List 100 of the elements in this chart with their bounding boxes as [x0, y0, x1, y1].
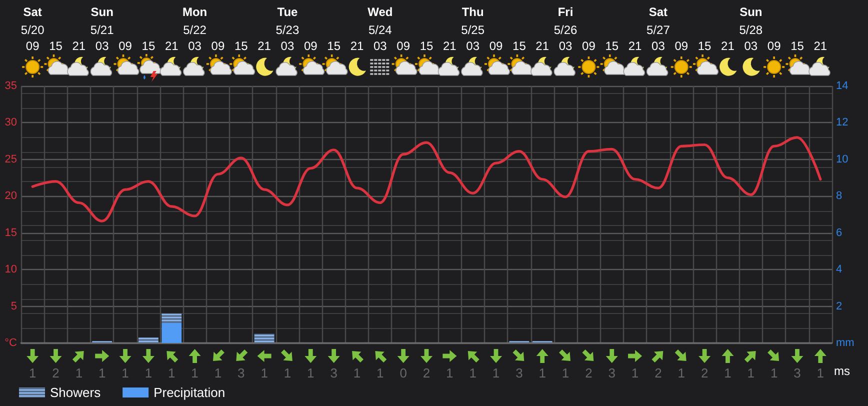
y-tick-label: 20 [4, 190, 17, 202]
x-tick-label: 09 [674, 39, 688, 53]
x-tick-label: 09 [582, 39, 596, 53]
text: 5/24 [368, 23, 392, 37]
text: Sat [648, 5, 668, 19]
text: Sun [90, 5, 114, 19]
data-label: 2 [700, 366, 708, 380]
x-tick-label: 21 [442, 39, 457, 53]
data-label: 0 [400, 366, 407, 380]
text: Fri [558, 5, 574, 19]
y-tick-label: 15 [4, 226, 17, 239]
x-tick-label: 09 [211, 39, 225, 53]
data-label: 1 [98, 366, 106, 380]
data-label: 1 [75, 366, 83, 380]
data-label: 2 [585, 366, 592, 380]
data-label: 2 [654, 366, 662, 380]
x-tick-label: 21 [258, 39, 272, 53]
y2-tick-label: 8 [836, 190, 842, 202]
data-label: 1 [214, 366, 222, 380]
x-tick-label: 03 [95, 39, 110, 53]
x-tick-label: 21 [72, 39, 86, 53]
text: Tue [277, 5, 298, 19]
line-series [31, 136, 822, 222]
x-tick-label: 21 [536, 39, 550, 53]
x-tick-label: 03 [744, 39, 758, 53]
data-label: 3 [516, 366, 523, 380]
x-tick-label: 09 [304, 39, 318, 53]
y2-tick-label: 14 [836, 80, 848, 92]
text: Sat [23, 5, 42, 19]
text: 5/22 [183, 23, 207, 37]
data-label: 1 [562, 366, 570, 380]
x-tick-label: 21 [721, 39, 735, 53]
data-label: 3 [794, 366, 801, 380]
data-label: 3 [238, 366, 245, 380]
y2-tick-label: 12 [836, 116, 848, 129]
x-tick-label: 09 [396, 39, 410, 53]
y-tick-label: 30 [4, 116, 17, 129]
y-tick-label: 25 [4, 153, 17, 166]
x-tick-label: 15 [420, 39, 434, 53]
x-tick-label: 15 [327, 39, 341, 53]
x-tick-label: 15 [512, 39, 526, 53]
x-tick-label: 21 [164, 39, 179, 53]
data-label: 1 [631, 366, 639, 380]
data-label: 1 [191, 366, 198, 380]
x-tick-label: 03 [280, 39, 294, 53]
data-label: 1 [678, 366, 686, 380]
x-tick-label: 03 [373, 39, 388, 53]
x-tick-label: 09 [489, 39, 504, 53]
legend-label: Precipitation [154, 385, 226, 400]
text: ms [834, 364, 850, 378]
text: 5/21 [90, 23, 114, 37]
data-label: 1 [144, 366, 152, 380]
y2-tick-label: 4 [836, 264, 842, 276]
y-tick-label: °C [4, 337, 18, 349]
data-label: 1 [816, 366, 824, 380]
x-tick-label: 15 [605, 39, 619, 53]
y2-tick-label: 6 [836, 226, 842, 239]
x-tick-label: 09 [118, 39, 132, 53]
data-label: 1 [284, 366, 292, 380]
text: Sun [740, 5, 762, 19]
text: 5/20 [20, 23, 45, 37]
legend-label: Showers [50, 385, 102, 400]
x-tick-label: 03 [558, 39, 573, 53]
data-label: 1 [724, 366, 732, 380]
x-tick-label: 21 [350, 39, 364, 53]
data-label: 1 [28, 366, 36, 380]
data-label: 1 [122, 366, 129, 380]
data-label: 1 [446, 366, 454, 380]
x-tick-label: 09 [767, 39, 782, 53]
bar [162, 322, 182, 343]
y2-tick-label: 2 [836, 300, 842, 312]
data-label: 1 [376, 366, 384, 380]
x-tick-label: 15 [234, 39, 248, 53]
y-tick-label: 35 [4, 80, 17, 92]
text: 5/23 [276, 23, 300, 37]
data-label: 1 [168, 366, 176, 380]
text: 5/25 [461, 23, 485, 37]
data-label: 3 [608, 366, 616, 380]
y-tick-label: 5 [10, 300, 17, 312]
data-label: 2 [422, 366, 430, 380]
x-tick-label: 09 [26, 39, 40, 53]
data-label: 1 [770, 366, 778, 380]
data-label: 1 [260, 366, 268, 380]
x-tick-label: 03 [466, 39, 480, 53]
data-label: 3 [330, 366, 338, 380]
data-label: 2 [52, 366, 60, 380]
data-label: 1 [747, 366, 755, 380]
x-tick-label: 21 [628, 39, 642, 53]
y-tick-label: 10 [4, 264, 17, 276]
text: Mon [182, 5, 208, 19]
x-tick-label: 15 [49, 39, 63, 53]
x-tick-label: 21 [814, 39, 828, 53]
data-label: 1 [492, 366, 500, 380]
x-tick-label: 15 [790, 39, 804, 53]
data-label: 1 [307, 366, 314, 380]
x-tick-label: 15 [698, 39, 712, 53]
text: 5/27 [646, 23, 670, 37]
text: Thu [462, 5, 484, 19]
x-tick-label: 03 [188, 39, 202, 53]
data-label: 1 [538, 366, 546, 380]
